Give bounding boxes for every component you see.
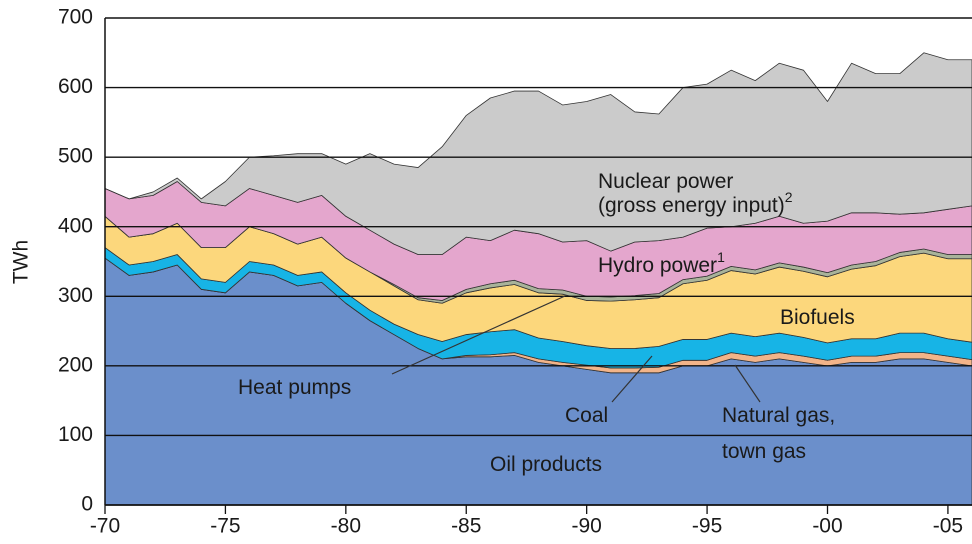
y-tick-label: 200 bbox=[58, 353, 93, 376]
series-label-line2: town gas bbox=[722, 440, 806, 463]
label-pointer bbox=[391, 295, 566, 375]
series-label-line2: (gross energy input)2 bbox=[598, 189, 793, 217]
area bbox=[104, 52, 972, 255]
series-name: Oil products bbox=[490, 453, 602, 476]
x-tick-label: -70 bbox=[90, 515, 120, 538]
x-tick-label: -80 bbox=[331, 515, 361, 538]
series-name: Heat pumps bbox=[238, 376, 351, 399]
footnote-mark: 2 bbox=[785, 189, 793, 205]
series-label: Nuclear power bbox=[598, 170, 733, 193]
series-label: Biofuels bbox=[780, 306, 855, 329]
y-tick-label: 400 bbox=[58, 214, 93, 237]
x-tick-label: -75 bbox=[210, 515, 240, 538]
series-name: Nuclear power bbox=[598, 170, 733, 193]
x-tick-label: -85 bbox=[451, 515, 481, 538]
series-label: Natural gas, bbox=[722, 404, 835, 427]
series-name-line2: (gross energy input) bbox=[598, 194, 785, 217]
y-tick-label: 500 bbox=[58, 145, 93, 168]
x-tick-label: -05 bbox=[933, 515, 963, 538]
series-label: Heat pumps bbox=[238, 376, 351, 399]
footnote-mark: 1 bbox=[717, 249, 725, 265]
x-tick-label: -90 bbox=[571, 515, 601, 538]
label-pointer bbox=[611, 355, 653, 403]
series-name-line2: town gas bbox=[722, 440, 806, 463]
series-label: Oil products bbox=[490, 453, 602, 476]
series-name: Natural gas, bbox=[722, 404, 835, 427]
x-tick-label: -00 bbox=[812, 515, 842, 538]
series-label: Hydro power1 bbox=[598, 249, 725, 277]
series-label: Coal bbox=[565, 404, 608, 427]
y-tick-label: 100 bbox=[58, 423, 93, 446]
y-tick-label: 600 bbox=[58, 75, 93, 98]
y-tick-label: 0 bbox=[81, 493, 93, 516]
y-axis-label: TWh bbox=[10, 240, 33, 284]
series-name: Coal bbox=[565, 404, 608, 427]
x-tick-label: -95 bbox=[692, 515, 722, 538]
series-name: Biofuels bbox=[780, 306, 855, 329]
label-pointer bbox=[734, 364, 761, 403]
y-tick-label: 300 bbox=[58, 284, 93, 307]
series-name: Hydro power bbox=[598, 254, 717, 277]
y-tick-label: 700 bbox=[58, 6, 93, 29]
